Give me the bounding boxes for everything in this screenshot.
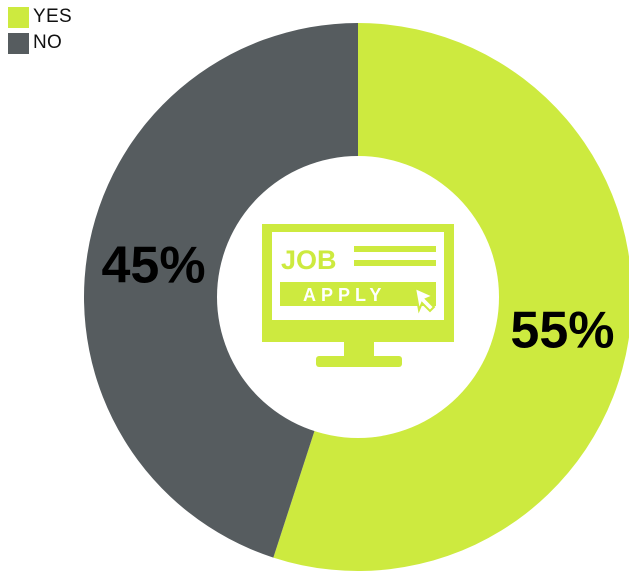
job-text: JOB — [281, 245, 337, 275]
apply-text: APPLY — [303, 285, 386, 305]
value-label-no: 45% — [102, 237, 206, 295]
cursor-arrow-icon — [413, 286, 436, 314]
legend-swatch-yes — [8, 6, 29, 28]
legend-swatch-no — [8, 32, 29, 54]
legend-item-yes: YES — [8, 6, 72, 28]
legend-label-yes: YES — [33, 6, 72, 27]
legend-item-no: NO — [8, 32, 72, 54]
value-labels: 55% 45% — [102, 237, 615, 360]
value-label-yes: 55% — [510, 301, 614, 359]
legend-label-no: NO — [33, 32, 63, 53]
job-apply-monitor-icon: JOB APPLY — [262, 224, 454, 367]
legend: YES NO — [8, 6, 72, 58]
